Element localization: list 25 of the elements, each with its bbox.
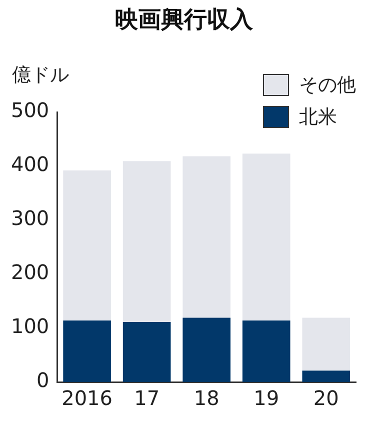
bar — [182, 156, 230, 318]
bar — [242, 320, 290, 382]
x-tick-label: 18 — [194, 386, 220, 410]
bar — [242, 154, 290, 320]
bar — [302, 318, 350, 371]
y-tick-label: 100 — [10, 314, 50, 338]
x-tick-label: 2016 — [62, 386, 113, 410]
x-tick-label: 20 — [313, 386, 339, 410]
x-tick-label: 19 — [254, 386, 280, 410]
chart-title: 映画興行収入 — [114, 6, 254, 35]
legend-label: 北米 — [299, 105, 337, 130]
bar — [122, 161, 171, 322]
legend-label: その他 — [299, 73, 356, 98]
y-tick-label: 500 — [10, 98, 50, 122]
y-tick-label: 400 — [10, 152, 50, 176]
y-tick-label: 200 — [10, 260, 50, 284]
y-axis-title: 億ドル — [12, 63, 69, 88]
y-tick-label: 300 — [10, 206, 50, 230]
y-tick-label: 0 — [36, 368, 50, 392]
bar — [63, 170, 111, 320]
bar — [302, 370, 350, 382]
bar — [122, 322, 171, 382]
bar — [182, 318, 230, 382]
x-tick-label: 17 — [134, 386, 160, 410]
bar — [63, 320, 111, 382]
